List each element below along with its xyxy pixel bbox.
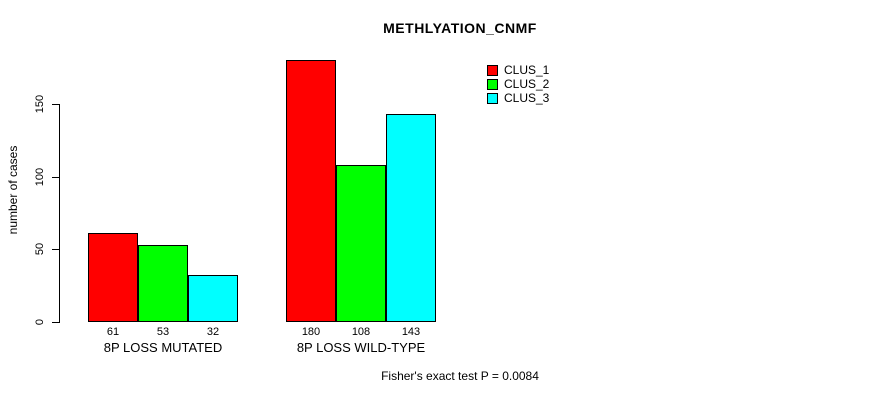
bar-value-label: 61	[106, 326, 120, 338]
category-label: 8P LOSS WILD-TYPE	[296, 340, 426, 355]
y-tick	[52, 249, 60, 251]
chart-title: METHLYATION_CNMF	[383, 20, 537, 36]
stat-annotation: Fisher's exact test P = 0.0084	[381, 369, 539, 383]
bar-clus_1-1	[88, 233, 138, 322]
bar-value-label: 143	[401, 326, 421, 338]
y-tick-label: 100	[34, 167, 46, 186]
y-axis-line	[59, 104, 60, 323]
legend-item-clus_3: CLUS_3	[487, 91, 549, 105]
chart-legend: CLUS_1 CLUS_2 CLUS_3	[487, 63, 549, 105]
category-label: 8P LOSS MUTATED	[103, 340, 223, 355]
bar-clus_2-1	[138, 245, 188, 322]
legend-item-clus_2: CLUS_2	[487, 77, 549, 91]
y-tick	[52, 322, 60, 323]
legend-swatch-icon	[487, 78, 498, 90]
bar-value-label: 180	[301, 326, 321, 338]
legend-swatch-icon	[487, 92, 498, 104]
bar-value-label: 32	[206, 326, 220, 338]
y-tick-label: 50	[34, 243, 46, 256]
bar-clus_2-2	[336, 165, 386, 322]
legend-item-clus_1: CLUS_1	[487, 63, 549, 77]
y-tick	[52, 104, 60, 105]
legend-label: CLUS_3	[504, 91, 550, 105]
bar-value-label: 53	[156, 326, 170, 338]
bar-clus_3-2	[386, 114, 436, 322]
bar-clus_3-1	[188, 275, 238, 322]
bar-clus_1-2	[286, 60, 336, 322]
legend-swatch-icon	[487, 64, 498, 76]
legend-label: CLUS_1	[504, 63, 550, 77]
y-axis-label: number of cases	[6, 145, 20, 235]
legend-label: CLUS_2	[504, 77, 550, 91]
bar-value-label: 108	[351, 326, 371, 338]
y-tick-label: 150	[34, 94, 46, 114]
y-tick	[52, 176, 60, 178]
y-tick-label: 0	[34, 318, 46, 326]
